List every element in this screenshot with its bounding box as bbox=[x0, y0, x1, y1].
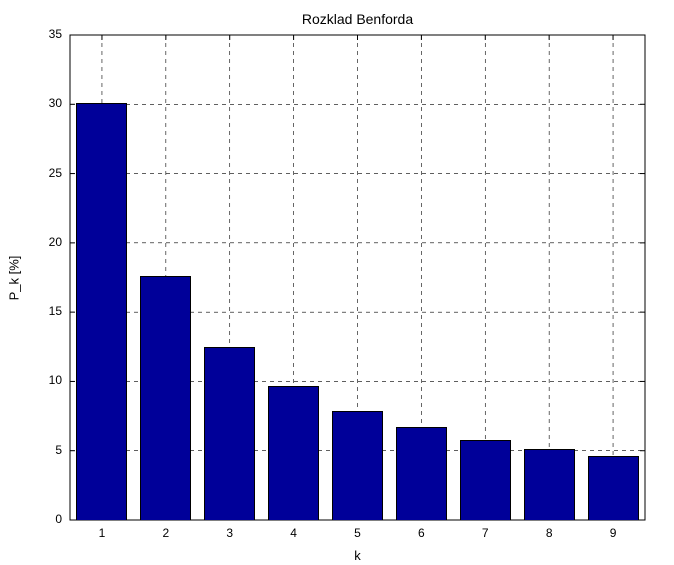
x-tick-label: 4 bbox=[290, 526, 297, 540]
bar bbox=[204, 347, 255, 520]
x-tick-label: 9 bbox=[610, 526, 617, 540]
bar bbox=[268, 386, 319, 520]
x-tick-label: 5 bbox=[354, 526, 361, 540]
y-tick-label: 35 bbox=[49, 27, 62, 41]
x-tick-label: 8 bbox=[546, 526, 553, 540]
y-tick-label: 0 bbox=[55, 512, 62, 526]
bar bbox=[588, 456, 639, 520]
plot-area bbox=[70, 35, 645, 520]
y-tick-label: 15 bbox=[49, 304, 62, 318]
x-tick-label: 1 bbox=[99, 526, 106, 540]
y-tick-label: 10 bbox=[49, 373, 62, 387]
bar bbox=[332, 411, 383, 520]
x-tick-label: 7 bbox=[482, 526, 489, 540]
y-tick-label: 5 bbox=[55, 443, 62, 457]
bar bbox=[76, 103, 127, 520]
bar bbox=[524, 449, 575, 520]
y-tick-label: 30 bbox=[49, 96, 62, 110]
bar bbox=[396, 427, 447, 520]
y-axis-label: P_k [%] bbox=[7, 255, 22, 300]
y-tick-label: 20 bbox=[49, 235, 62, 249]
y-tick-label: 25 bbox=[49, 166, 62, 180]
bar bbox=[140, 276, 191, 520]
chart-container: Rozklad Benforda P_k [%] k 0510152025303… bbox=[0, 0, 674, 565]
bar bbox=[460, 440, 511, 520]
x-axis-label: k bbox=[354, 548, 361, 563]
x-tick-label: 6 bbox=[418, 526, 425, 540]
x-tick-label: 2 bbox=[162, 526, 169, 540]
x-tick-label: 3 bbox=[226, 526, 233, 540]
